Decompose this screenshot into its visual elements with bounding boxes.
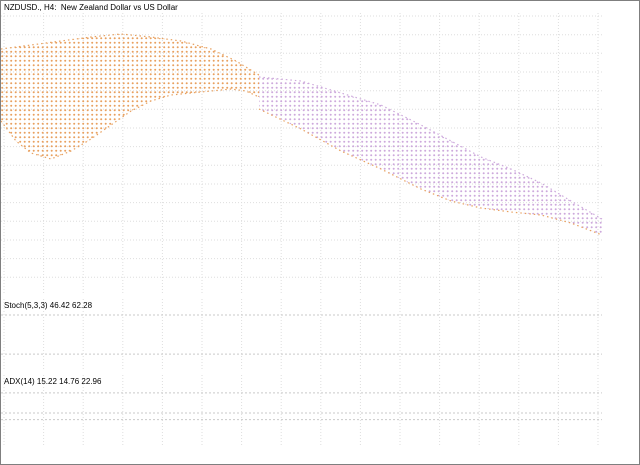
adx-indicator-label: ADX(14) 15.22 14.76 22.96 (4, 377, 102, 386)
ichimoku-cloud (1, 33, 603, 236)
kumo-left (1, 34, 259, 159)
kumo-right (259, 77, 602, 235)
chart-title: NZDUSD., H4: New Zealand Dollar vs US Do… (4, 3, 178, 12)
stochastic-indicator-label: Stoch(5,3,3) 46.42 62.28 (4, 301, 93, 310)
